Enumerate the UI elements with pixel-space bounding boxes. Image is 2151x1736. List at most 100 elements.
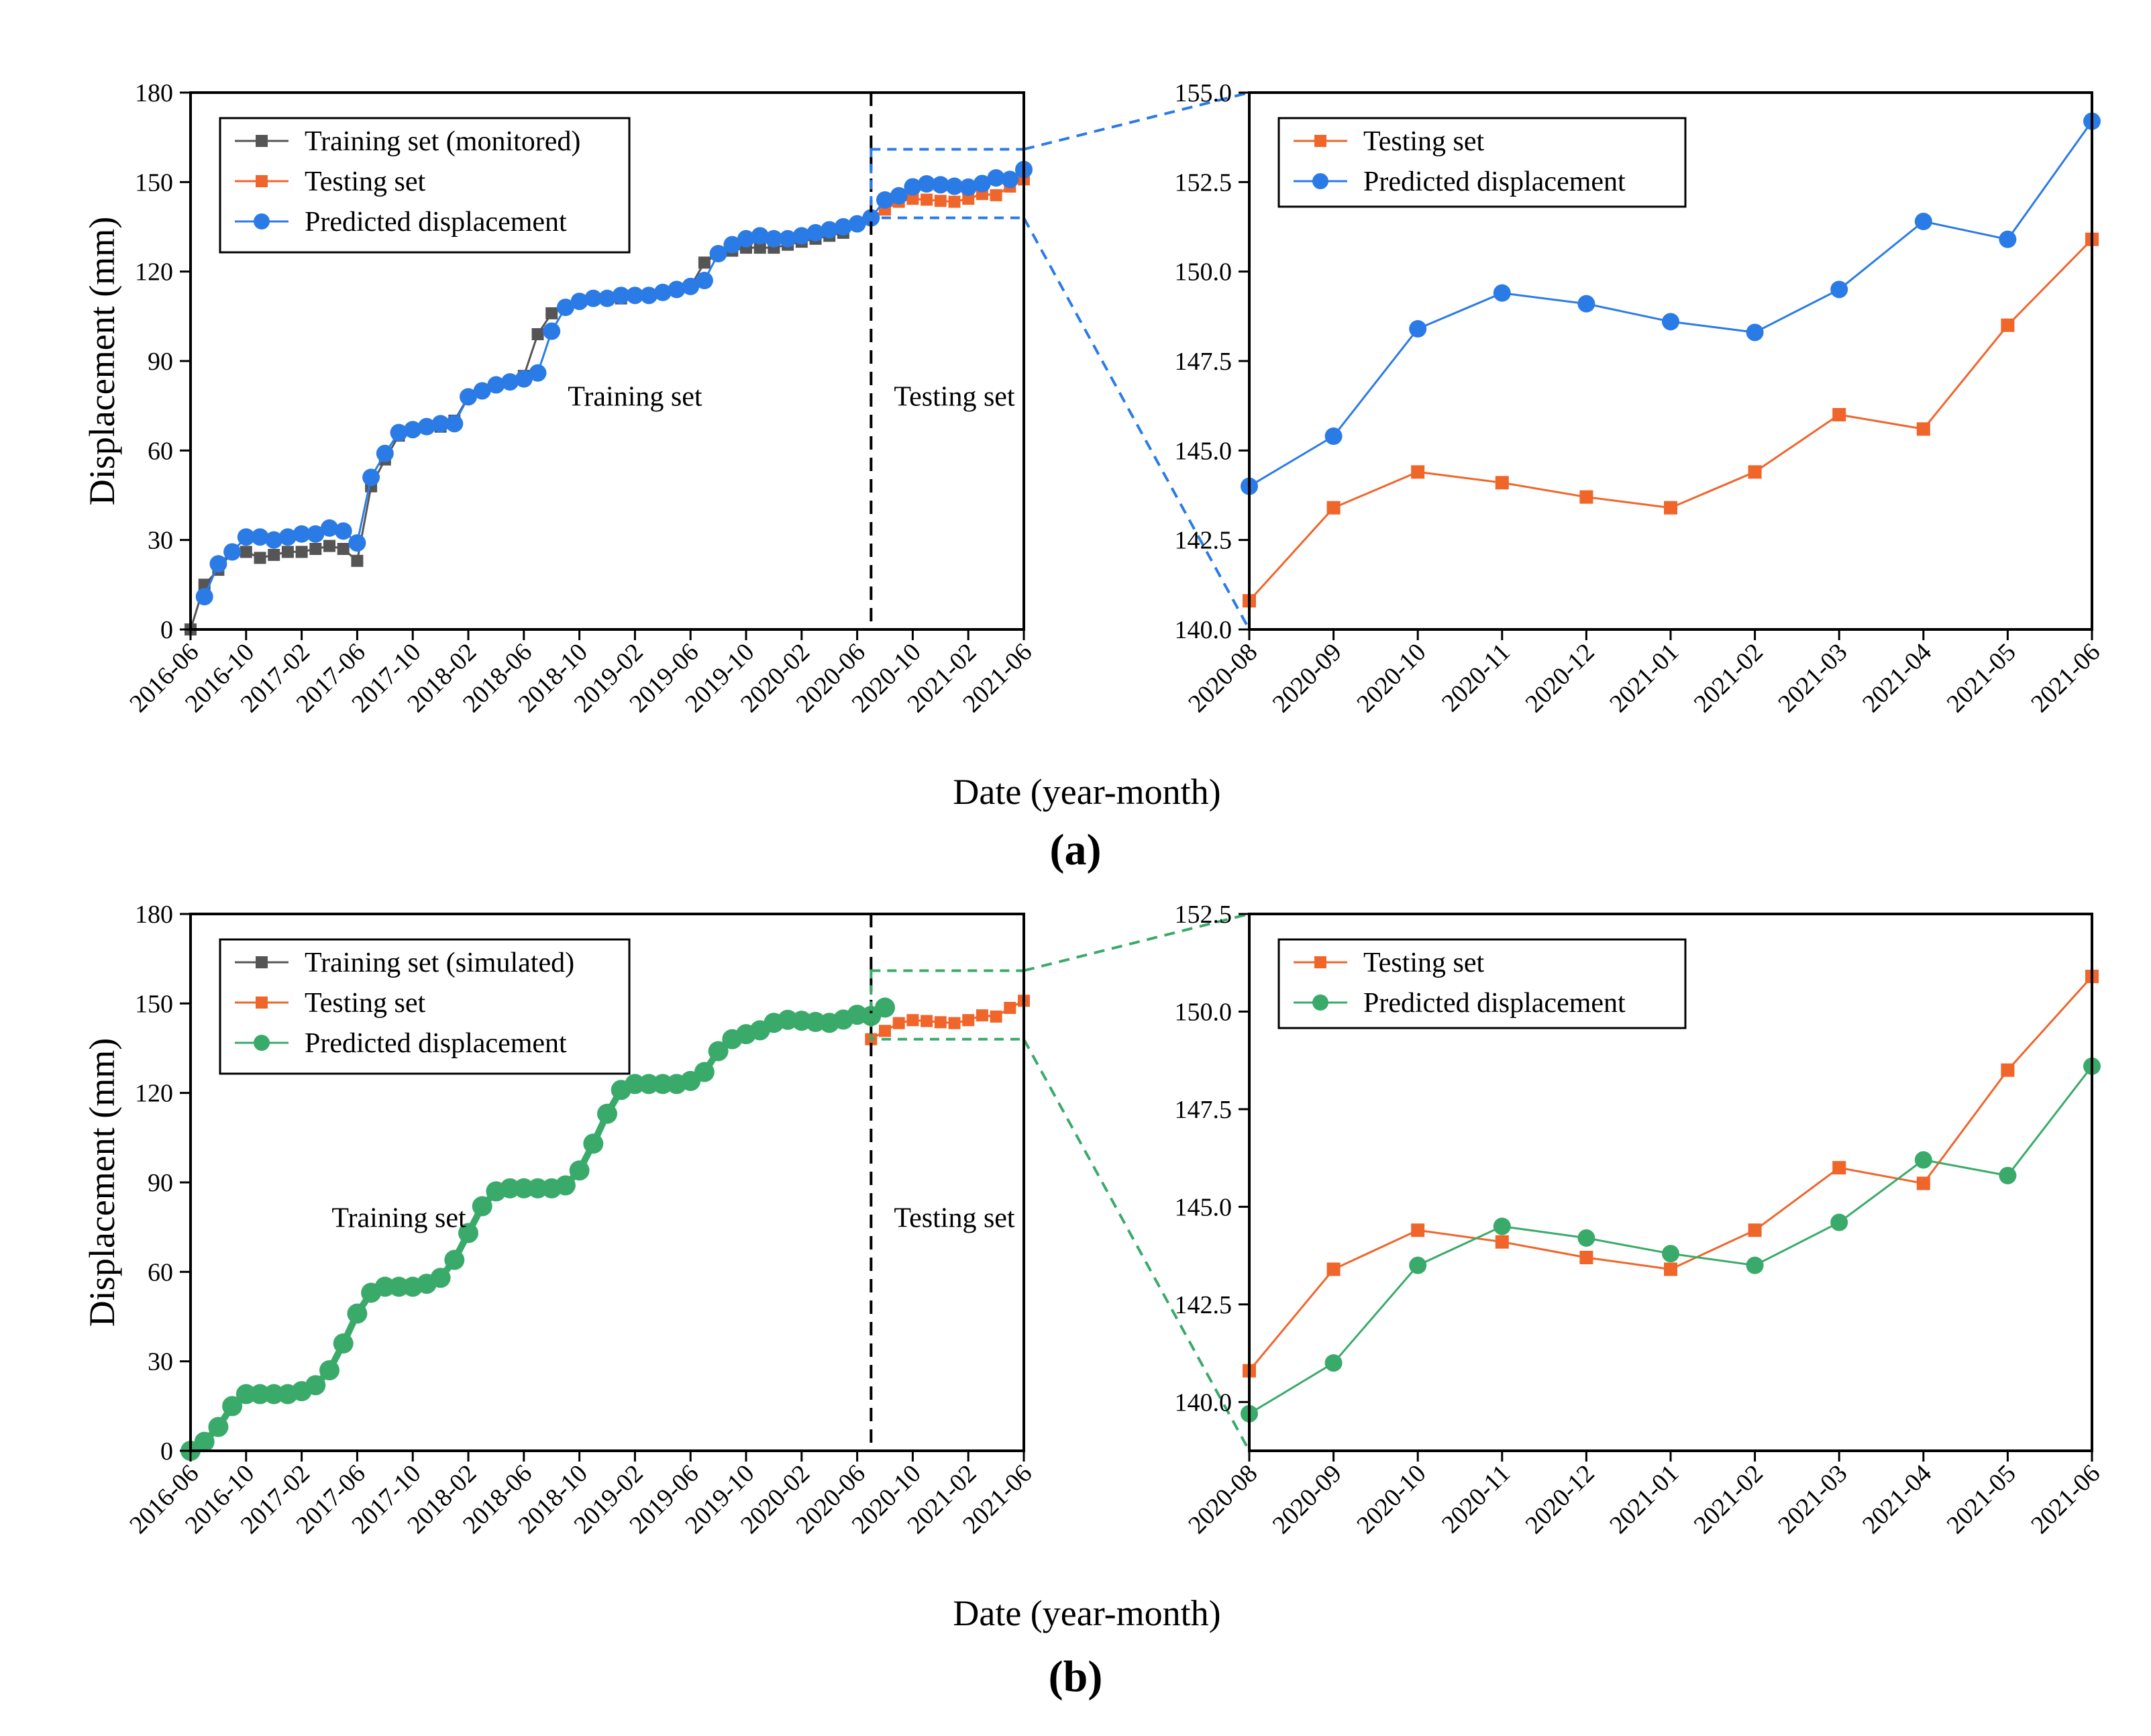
panel-a-zoom-legend-marker <box>1314 135 1326 147</box>
panel-a-zoom-x-tick-label: 2020-11 <box>1436 638 1516 717</box>
panel-a-zoom-y-tick-label: 147.5 <box>1175 348 1232 376</box>
panel-a-series-predicted-point <box>653 283 672 301</box>
panel-b-series-predicted-point <box>555 1175 576 1196</box>
panel-a-series-predicted-point <box>792 227 810 245</box>
panel-a-series-predicted-point <box>834 218 852 236</box>
panel-a-series-training-line <box>189 217 872 630</box>
panel-a-series-predicted-point <box>265 531 283 549</box>
panel-b-series-predicted-point <box>639 1074 660 1094</box>
panel-b-zoom-series-predicted-point <box>1830 1213 1848 1231</box>
panel-a-y-tick-label: 150 <box>135 168 173 197</box>
panel-b-zoom-y-tick-label: 152.5 <box>1175 901 1232 929</box>
panel-b-zoom-x-tick-label: 2021-01 <box>1604 1460 1684 1539</box>
panel-b-series-predicted-point <box>652 1074 673 1094</box>
panel-a-series-training-point <box>753 242 766 254</box>
panel-a-series-predicted-point <box>334 522 352 540</box>
panel-a-series-predicted-point <box>251 528 269 546</box>
panel-a-series-predicted-point <box>751 227 769 245</box>
panel-a-series-predicted-point <box>598 289 616 307</box>
panel-a-series-predicted-point <box>904 178 922 196</box>
panel-b-series-predicted-point <box>458 1223 478 1243</box>
panel-a-series-training-point <box>295 546 308 558</box>
panel-a-series-predicted-point <box>321 519 338 537</box>
panel-a-series-testing-point <box>990 189 1002 201</box>
panel-a-zoom-x-tick-label: 2021-04 <box>1857 638 1937 718</box>
panel-a-series-testing-point <box>934 195 947 207</box>
panel-a-y-axis-label: Displacement (mm) <box>82 217 122 505</box>
panel-b-main-chart: Training set Testing set03060901201501802… <box>82 901 1221 1633</box>
panel-b-zoom-x-tick-label: 2021-04 <box>1857 1460 1937 1539</box>
panel-a-zoom-legend-label: Testing set <box>1363 126 1485 157</box>
zoom-connectors <box>1022 91 1251 1451</box>
panel-b-zoom-x-tick-label: 2021-02 <box>1689 1460 1769 1539</box>
panel-a-zoom-y-tick-label: 152.5 <box>1175 168 1232 197</box>
panel-b-legend-marker <box>254 1035 270 1051</box>
panel-a-series-predicted-point <box>709 245 727 262</box>
panel-b-zoom-series-predicted-point <box>1746 1256 1764 1274</box>
panel-b-y-tick-label: 30 <box>148 1348 173 1376</box>
panel-a-series-predicted-point <box>278 528 297 546</box>
panel-b-series-predicted-point <box>527 1178 548 1198</box>
panel-a-zoom-x-tick-label: 2020-12 <box>1520 638 1600 718</box>
panel-a-zoom-series-testing-point <box>1664 501 1677 515</box>
panel-a-zoom-series-testing-line <box>1248 238 2093 602</box>
panel-b-zoom-series-testing-point <box>1916 1176 1930 1190</box>
panel-a-x-axis-label: Date (year-month) <box>953 772 1220 812</box>
panel-a-zoom-x-tick-label: 2020-10 <box>1351 638 1431 718</box>
panel-a-zoom-series-predicted-point <box>1914 213 1932 230</box>
panel-a-series-predicted-point <box>931 176 949 194</box>
panel-label-a: (a) <box>1050 825 1102 874</box>
panel-a-series-training-point <box>323 540 335 552</box>
panel-b-series-predicted-point <box>347 1303 368 1324</box>
panel-b-series-predicted-point <box>625 1074 645 1094</box>
panel-b-zoom-series-testing-point <box>1832 1161 1846 1175</box>
panel-a-series-predicted-point <box>348 534 366 552</box>
panel-a-series-predicted-point <box>431 415 450 433</box>
panel-a-zoom-series-testing-point <box>1326 501 1341 515</box>
panel-a-zoom-y-tick-label: 142.5 <box>1175 527 1232 555</box>
panel-b-zoom-x-tick-label: 2020-09 <box>1267 1460 1347 1539</box>
panel-a-zoom-series-testing-point <box>1832 408 1846 421</box>
panel-b-legend-marker <box>256 956 268 968</box>
panel-b-series-predicted-point <box>250 1384 270 1405</box>
panel-b-zoom-x-tick-label: 2021-03 <box>1773 1460 1852 1539</box>
panel-a-zoom-chart: 140.0 142.5 145.0 147.5 150.0 152.5 155.0 2020-… <box>1175 79 2106 718</box>
panel-a-series-predicted-point <box>570 293 588 311</box>
panel-b-zoom-x-tick-label: 2020-10 <box>1351 1460 1431 1539</box>
panel-a-series-predicted-point <box>195 588 213 606</box>
panel-b-zoom-legend-marker <box>1312 994 1328 1011</box>
panel-a-zoom-series-testing-point <box>1495 476 1509 490</box>
panel-a-zoom-legend-label: Predicted displacement <box>1363 166 1626 197</box>
panel-a-series-predicted-point <box>959 178 978 196</box>
panel-a-zoom-y-tick-label: 155.0 <box>1175 79 1232 107</box>
panel-a-zoom-y-tick-label: 145.0 <box>1175 437 1232 465</box>
panel-b-zoom-y-tick-label: 145.0 <box>1175 1193 1232 1221</box>
panel-a-series-predicted-point <box>626 287 644 305</box>
panel-b-legend-marker <box>256 997 268 1009</box>
panel-a-series-predicted-point <box>376 444 394 462</box>
panel-a-series-predicted-point <box>460 388 477 406</box>
panel-b-series-predicted-point <box>500 1178 521 1198</box>
panel-b-zoom-box <box>870 969 1026 1041</box>
panel-a-zoom-y-tick-label: 140.0 <box>1175 616 1232 644</box>
panel-a-series-predicted-point <box>918 175 936 193</box>
panel-b-y-tick-label: 60 <box>148 1258 173 1286</box>
panel-a-zoom-series-testing-point <box>2001 318 2015 332</box>
panel-a-series-training-point <box>254 552 266 564</box>
panel-a-zoom-series-predicted-point <box>1662 313 1679 331</box>
panel-a-legend-marker <box>254 213 270 229</box>
panel-a-series-predicted-point <box>209 555 227 573</box>
zoom-connector-b-top <box>1023 913 1250 972</box>
panel-b-zoom-y-tick-label: 142.5 <box>1175 1291 1232 1319</box>
panel-b-zoom-x-tick-label: 2021-05 <box>1942 1460 2022 1539</box>
panel-b-series-predicted-point <box>444 1249 465 1270</box>
panel-b-zoom-legend-box <box>1277 938 1687 1029</box>
panel-a-zoom-x-tick-label: 2021-05 <box>1942 638 2022 718</box>
panel-b-zoom-series-predicted-point <box>1914 1151 1932 1169</box>
panel-a-series-testing-point <box>921 193 933 206</box>
panel-a-training-region-label: Training set <box>568 382 702 413</box>
panel-b-zoom-series-testing-point <box>1664 1262 1677 1276</box>
panel-a-legend-label: Testing set <box>305 166 426 197</box>
panel-a-series-predicted-point <box>237 528 255 546</box>
panel-a-zoom-y-tick-label: 150.0 <box>1175 258 1232 287</box>
